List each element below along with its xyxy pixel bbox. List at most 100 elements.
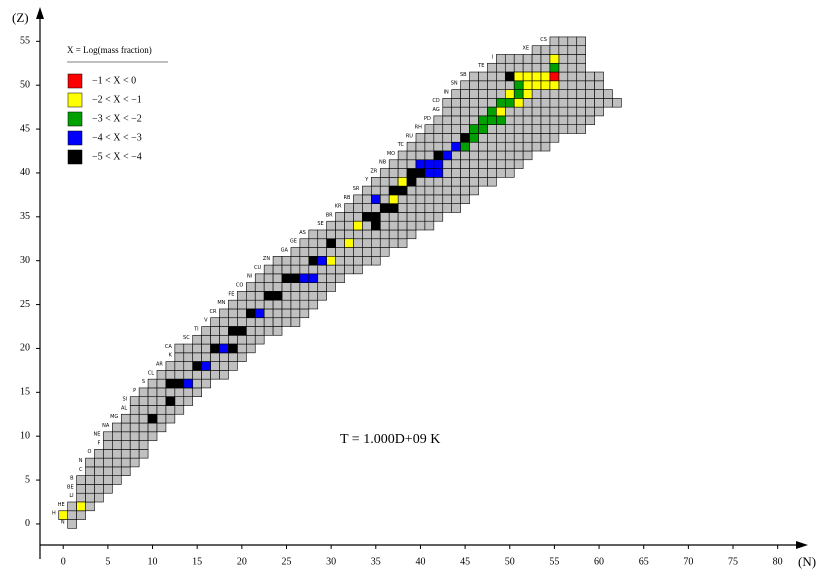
element-label: RB bbox=[344, 195, 351, 201]
abundance-cell bbox=[308, 256, 319, 266]
nuclide-cell bbox=[522, 115, 533, 125]
nuclide-cell bbox=[353, 247, 363, 257]
nuclide-cell bbox=[174, 352, 185, 362]
nuclide-cell bbox=[371, 185, 381, 196]
nuclide-cell bbox=[487, 89, 497, 99]
nuclide-cell bbox=[335, 212, 345, 222]
nuclide-cell bbox=[504, 168, 515, 178]
nuclide-cell bbox=[362, 229, 372, 240]
nuclide-cell bbox=[67, 519, 77, 529]
nuclide-cell bbox=[487, 133, 497, 143]
nuclide-cell bbox=[94, 484, 104, 494]
nuclide-cell bbox=[76, 484, 86, 494]
nuclide-cell bbox=[112, 457, 122, 468]
nuclide-cell bbox=[174, 405, 185, 415]
nuclide-cell bbox=[406, 159, 417, 169]
abundance-cell bbox=[496, 98, 506, 108]
nuclide-cell bbox=[201, 343, 211, 354]
abundance-cell bbox=[228, 343, 238, 354]
nuclide-cell bbox=[558, 45, 569, 55]
nuclide-cell bbox=[567, 45, 578, 55]
nuclide-cell bbox=[513, 62, 524, 73]
nuclide-cell bbox=[245, 317, 256, 327]
nuclide-cell bbox=[228, 299, 238, 310]
nuclide-cell bbox=[415, 185, 426, 196]
nuclide-cell bbox=[576, 89, 586, 99]
nuclide-cell bbox=[120, 431, 131, 441]
nuclide-cell bbox=[129, 431, 140, 441]
element-label: PD bbox=[424, 116, 431, 122]
x-tick-label: 30 bbox=[326, 556, 336, 567]
nuclide-cell bbox=[442, 185, 453, 196]
nuclide-cell bbox=[549, 124, 560, 134]
nuclide-cell bbox=[451, 115, 461, 125]
nuclide-cell bbox=[308, 229, 319, 240]
element-label: C bbox=[79, 467, 83, 473]
abundance-cell bbox=[487, 106, 497, 117]
nuclide-cell bbox=[379, 194, 390, 204]
element-label: Y bbox=[364, 177, 369, 183]
nuclide-cell bbox=[254, 299, 265, 310]
nuclide-cell bbox=[406, 220, 417, 231]
element-label: LI bbox=[69, 493, 73, 499]
nuclide-cell bbox=[576, 106, 586, 117]
nuclide-cell bbox=[219, 361, 229, 371]
nuclide-cell bbox=[210, 370, 220, 380]
nuclide-cell bbox=[567, 115, 578, 125]
nuclide-cell bbox=[576, 124, 586, 134]
nuclide-cell bbox=[156, 422, 167, 433]
nuclide-cell bbox=[344, 203, 354, 213]
nuclide-cell bbox=[513, 159, 524, 169]
x-tick-label: 10 bbox=[148, 556, 158, 567]
nuclide-cell bbox=[451, 203, 461, 213]
nuclide-cell bbox=[442, 133, 453, 143]
nuclide-cell bbox=[451, 159, 461, 169]
nuclide-cell bbox=[147, 422, 158, 433]
nuclide-cell bbox=[245, 299, 256, 310]
nuclide-cell bbox=[469, 177, 479, 187]
nuclide-cell bbox=[424, 150, 435, 161]
nuclide-cell bbox=[147, 431, 158, 441]
nuclide-cell bbox=[138, 440, 149, 450]
nuclide-cell bbox=[442, 124, 453, 134]
nuclide-cell bbox=[504, 115, 515, 125]
nuclide-cell bbox=[290, 291, 301, 301]
nuclide-cell bbox=[442, 177, 453, 187]
nuclide-cell bbox=[290, 308, 301, 319]
nuclide-cell bbox=[424, 185, 435, 196]
nuclide-cell bbox=[237, 334, 247, 345]
element-label: RH bbox=[415, 125, 422, 131]
nuclide-cell bbox=[451, 89, 461, 99]
nuclide-cell bbox=[522, 150, 533, 161]
nuclide-cell bbox=[353, 264, 363, 275]
element-label: TE bbox=[477, 63, 484, 69]
nuclide-cell bbox=[263, 326, 274, 336]
nuclide-cell bbox=[371, 256, 381, 266]
nuclide-cell bbox=[308, 299, 319, 310]
abundance-cell bbox=[174, 378, 185, 389]
nuclide-cell bbox=[540, 45, 551, 55]
nuclide-cell bbox=[469, 80, 479, 90]
nuclide-cell bbox=[290, 264, 301, 275]
nuclide-cell bbox=[513, 141, 524, 152]
abundance-cell bbox=[165, 396, 176, 406]
nuclide-cell bbox=[487, 177, 497, 187]
abundance-cell bbox=[478, 115, 488, 125]
nuclide-cell bbox=[344, 264, 354, 275]
nuclide-cell bbox=[424, 124, 435, 134]
y-tick-label: 25 bbox=[20, 299, 30, 310]
nuclide-cell bbox=[371, 203, 381, 213]
nuclide-cell bbox=[335, 264, 345, 275]
element-label: XE bbox=[522, 46, 529, 52]
nuclide-cell bbox=[478, 106, 488, 117]
y-axis-arrow bbox=[36, 7, 44, 19]
nuclide-cell bbox=[415, 212, 426, 222]
nuclide-cell bbox=[362, 203, 372, 213]
nuclide-cell bbox=[531, 62, 542, 73]
nuclide-cell bbox=[245, 326, 256, 336]
nuclide-cell bbox=[487, 168, 497, 178]
nuclide-cell bbox=[353, 238, 363, 248]
nuclide-cell bbox=[129, 449, 140, 459]
nuclide-cell bbox=[460, 89, 470, 99]
nuclide-cell bbox=[263, 299, 274, 310]
